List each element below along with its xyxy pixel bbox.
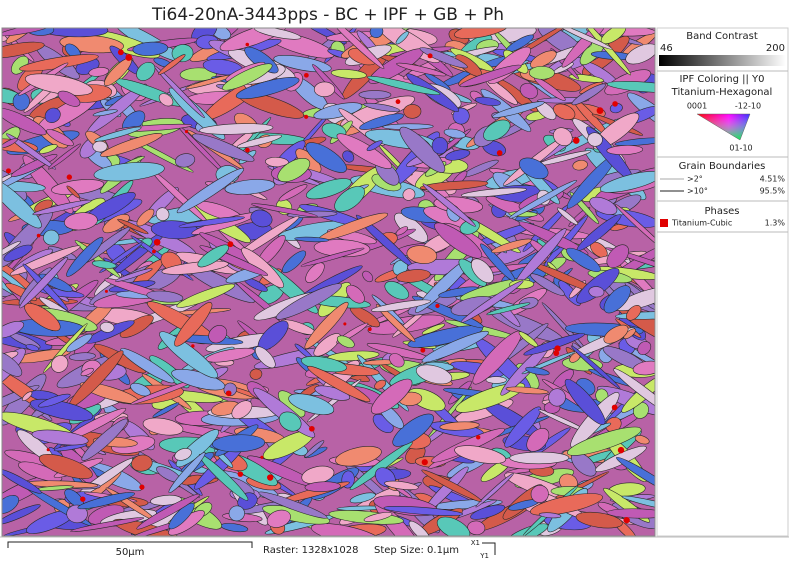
ebsd-map <box>0 11 688 562</box>
grain <box>510 452 569 464</box>
x-axis-label: X1 <box>471 539 480 547</box>
grain <box>13 93 30 111</box>
legend: Band Contrast 46 200 IPF Coloring || Y0 … <box>657 28 788 536</box>
cubic-phase-spot <box>573 137 580 144</box>
band-contrast-bar <box>659 55 786 66</box>
phase-label: Titanium-Cubic <box>671 219 732 228</box>
grain <box>314 82 335 97</box>
cubic-phase-spot <box>260 456 263 459</box>
grain <box>486 377 506 384</box>
ipf-corner: 01-10 <box>729 144 752 153</box>
grain <box>359 90 391 99</box>
cubic-phase-spot <box>476 435 480 439</box>
gb-label: >2° <box>687 175 703 184</box>
cubic-phase-spot <box>304 115 308 119</box>
cubic-phase-spot <box>422 459 428 465</box>
cubic-phase-spot <box>368 327 372 331</box>
gb-label: >10° <box>687 187 708 196</box>
screen: Ti64-20nA-3443pps - BC + IPF + GB + Ph B… <box>0 0 789 562</box>
cubic-phase-spot <box>152 250 156 254</box>
cubic-phase-spot <box>435 304 439 308</box>
cubic-phase-spot <box>47 448 50 451</box>
legend-panel <box>657 28 788 536</box>
cubic-phase-spot <box>67 174 72 179</box>
cubic-phase-spot <box>105 290 108 293</box>
cubic-phase-spot <box>623 517 629 523</box>
cubic-phase-spot <box>246 43 250 47</box>
cubic-phase-spot <box>267 474 273 480</box>
cubic-phase-spot <box>238 471 244 477</box>
cubic-phase-spot <box>6 168 11 173</box>
cubic-phase-spot <box>185 130 188 133</box>
page: {"header": {"title": "Ti64-20nA-3443pps … <box>0 0 789 562</box>
cubic-phase-spot <box>428 53 433 58</box>
cubic-phase-spot <box>553 350 559 356</box>
cubic-phase-spot <box>420 348 425 353</box>
raster: Raster: 1328x1028 <box>263 545 358 556</box>
phases-title: Phases <box>704 206 739 217</box>
band-contrast-title: Band Contrast <box>686 31 758 42</box>
cubic-phase-spot <box>597 107 604 114</box>
cubic-phase-spot <box>497 150 503 156</box>
band-contrast-max: 200 <box>766 43 785 54</box>
cubic-phase-spot <box>191 344 194 347</box>
cubic-phase-spot <box>618 447 624 453</box>
cubic-phase-spot <box>154 239 161 246</box>
cubic-phase-spot <box>139 485 144 490</box>
ipf-corner: -12-10 <box>735 102 761 111</box>
phase-swatch <box>660 219 668 227</box>
cubic-phase-spot <box>343 322 346 325</box>
cubic-phase-spot <box>612 101 618 107</box>
gb-value: 95.5% <box>760 187 786 196</box>
ipf-title: IPF Coloring || Y0 <box>679 74 764 85</box>
cubic-phase-spot <box>612 405 618 411</box>
cubic-phase-spot <box>245 148 250 153</box>
phase-value: 1.3% <box>765 219 786 228</box>
grain <box>403 104 421 118</box>
grain <box>529 66 555 79</box>
cubic-phase-spot <box>125 54 132 61</box>
grain-boundaries-title: Grain Boundaries <box>679 161 766 172</box>
title: Ti64-20nA-3443pps - BC + IPF + GB + Ph <box>151 5 504 25</box>
grain <box>93 141 108 152</box>
cubic-phase-spot <box>228 241 234 247</box>
band-contrast-min: 46 <box>660 43 673 54</box>
grain <box>432 137 448 154</box>
ipf-phase: Titanium-Hexagonal <box>671 87 773 98</box>
cubic-phase-spot <box>118 49 124 55</box>
cubic-phase-spot <box>309 426 315 432</box>
cubic-phase-spot <box>226 390 232 396</box>
step-size: Step Size: 0.1µm <box>374 545 459 556</box>
cubic-phase-spot <box>80 496 85 501</box>
gb-value: 4.51% <box>760 175 786 184</box>
cubic-phase-spot <box>304 73 309 78</box>
cubic-phase-spot <box>37 234 41 238</box>
scale-label: 50µm <box>116 547 145 558</box>
ipf-corner: 0001 <box>687 102 707 111</box>
y-axis-label: Y1 <box>479 552 489 560</box>
cubic-phase-spot <box>396 99 401 104</box>
